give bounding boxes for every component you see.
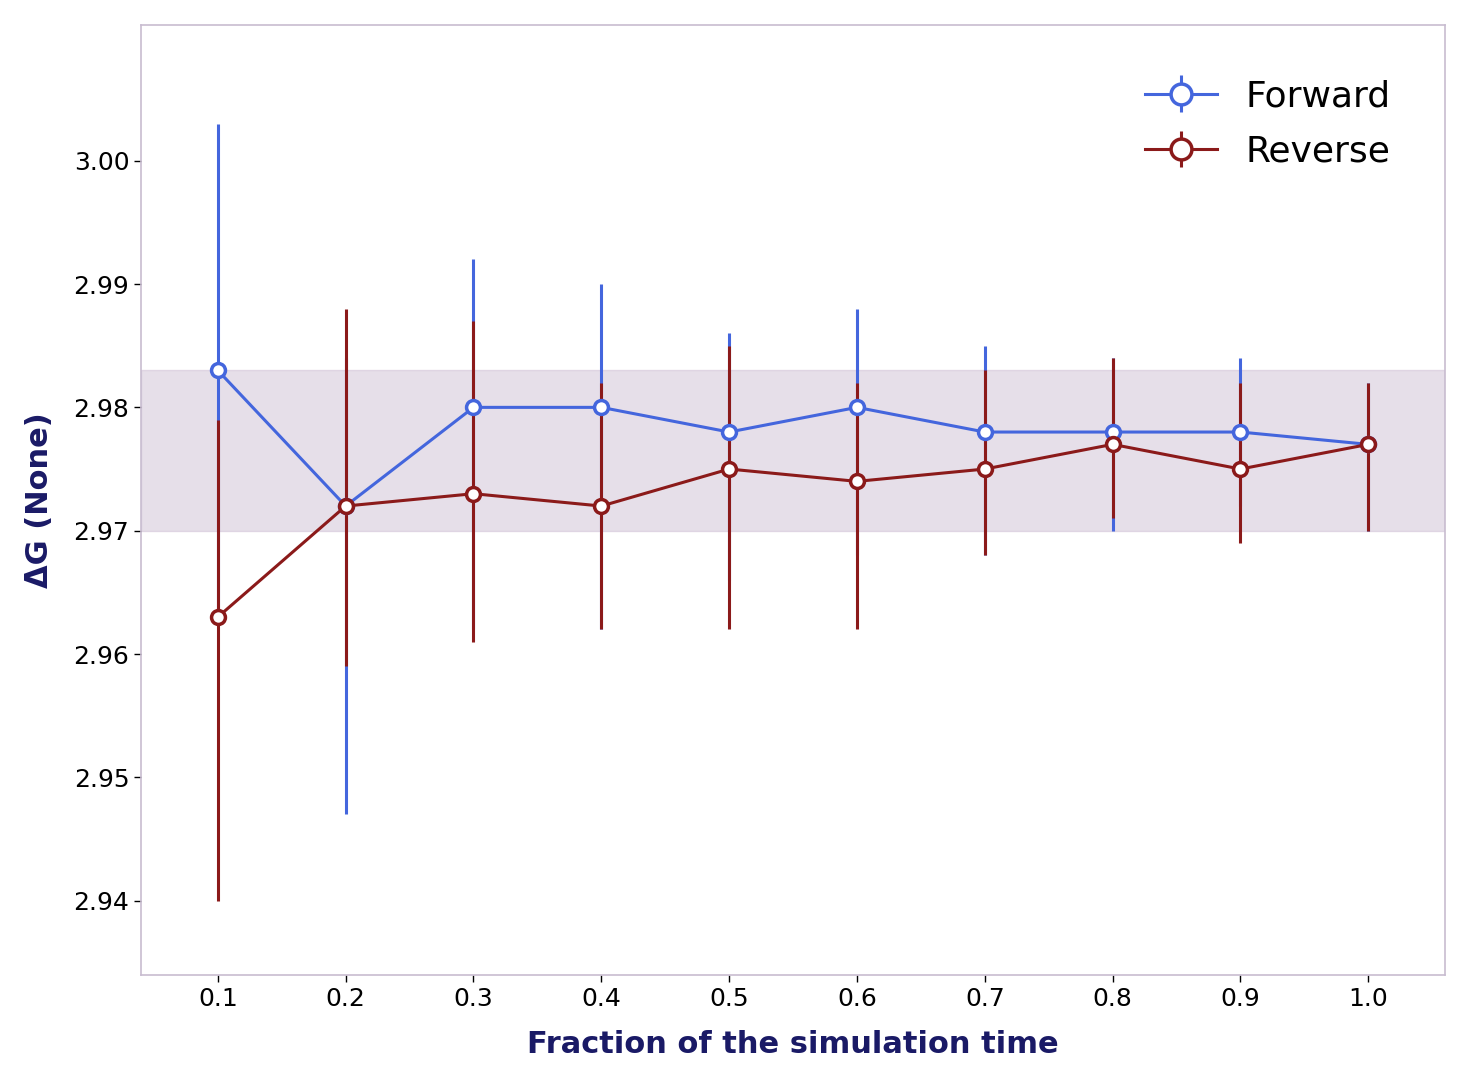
X-axis label: Fraction of the simulation time: Fraction of the simulation time	[528, 1030, 1058, 1059]
Legend: Forward, Reverse: Forward, Reverse	[1108, 43, 1427, 205]
Y-axis label: ΔG (None): ΔG (None)	[25, 412, 54, 588]
Bar	[141, 371, 1445, 531]
